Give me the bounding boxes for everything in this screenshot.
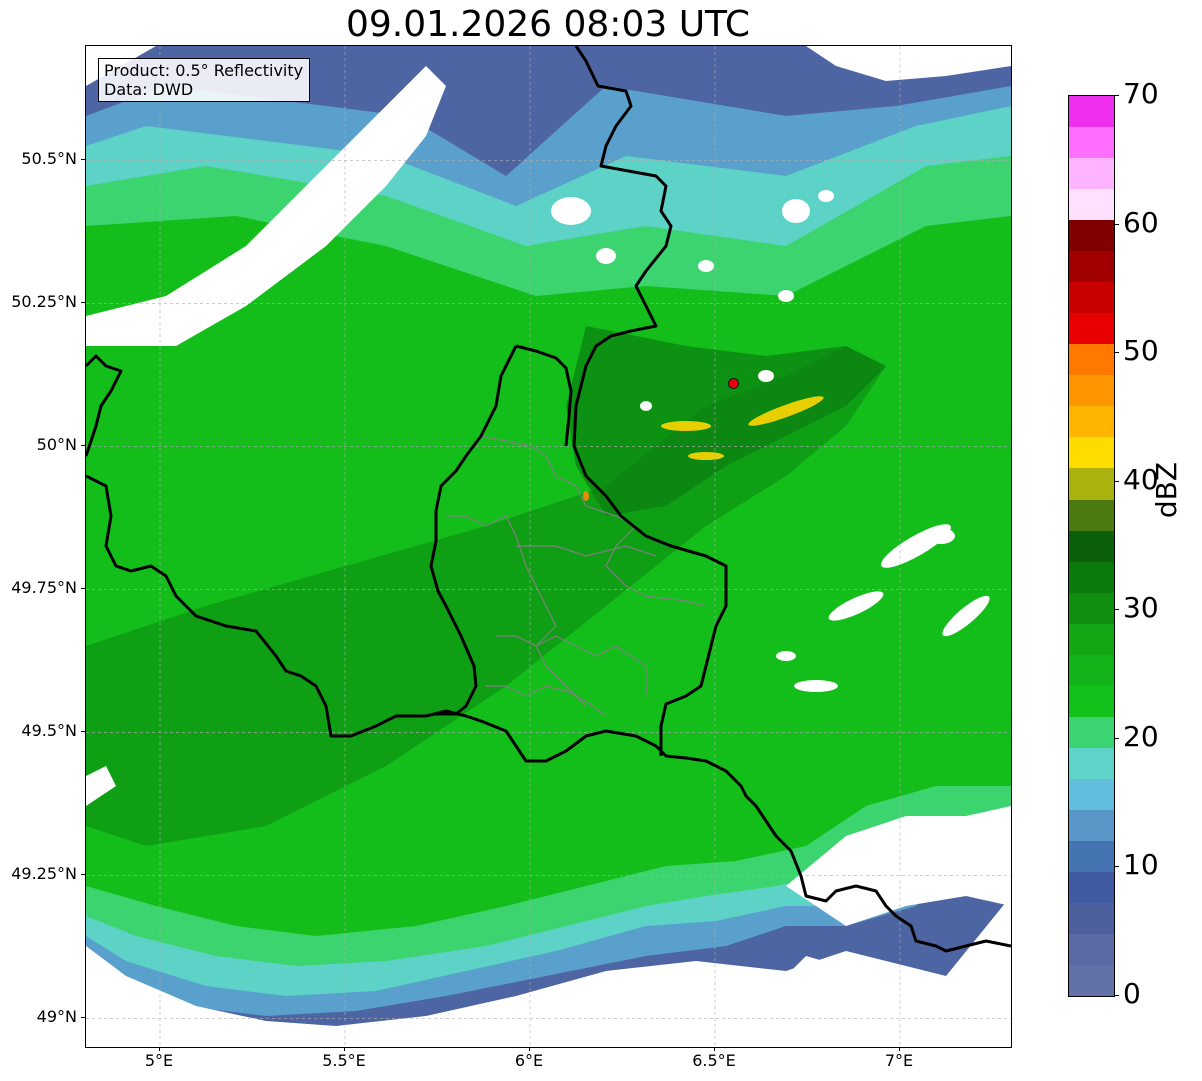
lon-tick-label: 5.5°E xyxy=(322,1051,366,1070)
no-echo-northeast-top xyxy=(806,46,1011,81)
lon-tick-label: 5°E xyxy=(144,1051,174,1070)
lon-tick-label: 6.5°E xyxy=(692,1051,736,1070)
colorbar-tick-label: 70 xyxy=(1123,77,1159,110)
lat-tick-label: 50.5°N xyxy=(21,149,77,169)
colorbar-segment xyxy=(1069,747,1114,779)
no-echo-band-northwest xyxy=(86,66,446,346)
lat-tick-mark xyxy=(81,1017,85,1019)
colorbar-segment xyxy=(1069,96,1114,128)
clutter-gaps xyxy=(551,190,990,692)
district-borders xyxy=(446,435,707,717)
colorbar-segment xyxy=(1069,127,1114,159)
colorbar-segment xyxy=(1069,406,1114,438)
lat-tick-label: 49.5°N xyxy=(21,721,77,741)
colorbar-segment xyxy=(1069,375,1114,407)
colorbar-segment xyxy=(1069,716,1114,748)
colorbar-tick-mark xyxy=(1114,866,1119,868)
lat-tick-mark xyxy=(81,159,85,161)
colorbar-segment xyxy=(1069,251,1114,283)
colorbar-segment xyxy=(1069,654,1114,686)
colorbar-segment xyxy=(1069,220,1114,252)
colorbar-tick-label: 30 xyxy=(1123,591,1159,625)
colorbar-segment xyxy=(1069,623,1114,655)
lat-tick-mark xyxy=(81,588,85,590)
radar-map-canvas xyxy=(86,46,1011,1047)
colorbar-tick-mark xyxy=(1114,995,1119,996)
colorbar-segment xyxy=(1069,840,1114,872)
lat-tick-label: 49°N xyxy=(36,1007,77,1027)
colorbar-segment xyxy=(1069,313,1114,345)
lon-tick-mark xyxy=(529,1047,530,1051)
colorbar-tick-mark xyxy=(1114,223,1119,225)
colorbar-segment xyxy=(1069,964,1114,996)
colorbar-segment xyxy=(1069,282,1114,314)
lon-tick-mark xyxy=(714,1047,715,1051)
echo-core xyxy=(566,326,886,516)
lon-tick-label: 6°E xyxy=(514,1051,544,1070)
lat-tick-mark xyxy=(81,874,85,876)
colorbar-tick-label: 50 xyxy=(1123,334,1159,368)
lon-tick-mark xyxy=(159,1047,160,1051)
colorbar-tick-mark xyxy=(1114,352,1119,354)
lat-tick-label: 49.25°N xyxy=(11,864,77,884)
lat-tick-label: 50°N xyxy=(36,435,77,455)
colorbar-tick-label: 10 xyxy=(1123,848,1159,882)
data-source-label: Data: DWD xyxy=(104,80,194,99)
colorbar-segment xyxy=(1069,530,1114,562)
colorbar-segment xyxy=(1069,778,1114,810)
colorbar-tick-label: 40 xyxy=(1123,462,1159,496)
colorbar-segment xyxy=(1069,933,1114,965)
no-echo-sw-corner xyxy=(86,896,1011,1047)
colorbar-tick-label: 60 xyxy=(1123,205,1159,239)
lat-tick-mark xyxy=(81,302,85,304)
colorbar-segment xyxy=(1069,561,1114,593)
colorbar-tick-mark xyxy=(1114,737,1119,739)
map-title: 09.01.2026 08:03 UTC xyxy=(345,4,751,45)
product-info-box: Product: 0.5° Reflectivity Data: DWD xyxy=(98,58,311,102)
lon-tick-mark xyxy=(344,1047,345,1051)
colorbar-tick-label: 20 xyxy=(1123,719,1159,753)
colorbar-segment xyxy=(1069,437,1114,469)
colorbar-segment xyxy=(1069,592,1114,624)
colorbar-segment xyxy=(1069,468,1114,500)
lat-tick-mark xyxy=(81,445,85,447)
lat-tick-label: 50.25°N xyxy=(11,292,77,312)
radar-map[interactable]: Product: 0.5° Reflectivity Data: DWD xyxy=(85,45,1012,1048)
reflectivity-field xyxy=(86,46,1011,1047)
radar-site-marker[interactable] xyxy=(728,378,739,389)
no-echo-left-patch xyxy=(86,766,116,806)
colorbar-unit: dBZ xyxy=(1150,461,1183,519)
product-label: Product: 0.5° Reflectivity xyxy=(104,61,304,80)
lat-tick-mark xyxy=(81,731,85,733)
colorbar-segment xyxy=(1069,158,1114,190)
country-borders xyxy=(86,46,1011,953)
lon-tick-label: 7°E xyxy=(884,1051,914,1070)
colorbar-tick-mark xyxy=(1114,609,1119,611)
lon-tick-mark xyxy=(899,1047,900,1051)
colorbar-tick-mark xyxy=(1114,480,1119,482)
no-echo-southeast xyxy=(786,806,1011,926)
colorbar-segment xyxy=(1069,344,1114,376)
colorbar-segment xyxy=(1069,871,1114,903)
lat-tick-label: 49.75°N xyxy=(11,578,77,598)
colorbar xyxy=(1068,95,1115,997)
high-reflectivity-streaks xyxy=(583,396,824,501)
colorbar-segment xyxy=(1069,809,1114,841)
colorbar-tick-label: 0 xyxy=(1123,977,1141,1010)
colorbar-segment xyxy=(1069,499,1114,531)
colorbar-tick-mark xyxy=(1114,95,1119,96)
colorbar-segment xyxy=(1069,685,1114,717)
colorbar-segment xyxy=(1069,902,1114,934)
colorbar-segment xyxy=(1069,189,1114,221)
